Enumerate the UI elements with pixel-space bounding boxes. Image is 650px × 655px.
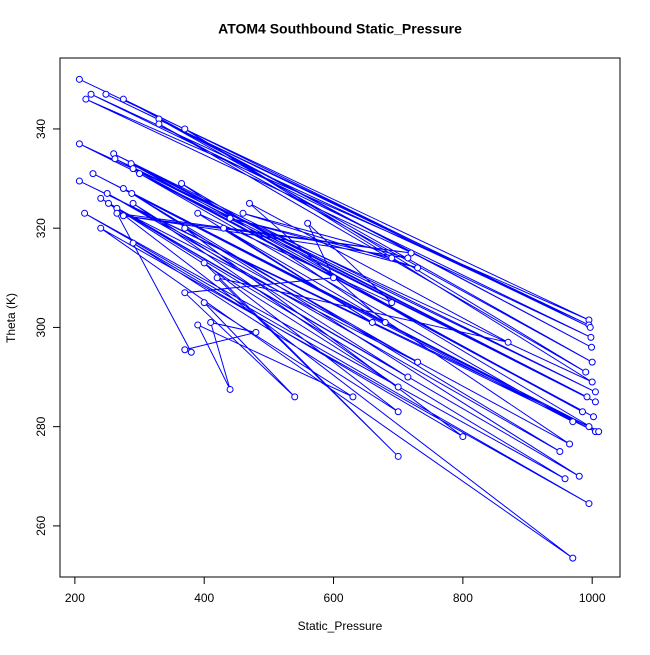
data-point bbox=[178, 180, 186, 188]
data-point bbox=[304, 219, 312, 227]
data-point bbox=[104, 199, 112, 207]
data-point bbox=[569, 418, 577, 426]
data-point bbox=[75, 140, 83, 148]
data-point bbox=[213, 274, 221, 282]
data-point bbox=[291, 393, 299, 401]
plot-frame bbox=[59, 57, 621, 578]
data-point bbox=[226, 385, 234, 393]
data-point bbox=[129, 199, 137, 207]
y-axis-label: Theta (K) bbox=[4, 293, 18, 343]
data-point bbox=[81, 209, 89, 217]
y-tick-label: 320 bbox=[34, 218, 48, 238]
data-point bbox=[587, 333, 595, 341]
data-point bbox=[388, 299, 396, 307]
data-point bbox=[75, 177, 83, 185]
data-point bbox=[111, 155, 119, 163]
data-point bbox=[459, 433, 467, 441]
data-point bbox=[245, 199, 253, 207]
data-point bbox=[113, 209, 121, 217]
data-point bbox=[566, 440, 574, 448]
data-point bbox=[591, 398, 599, 406]
data-point bbox=[381, 318, 389, 326]
data-point bbox=[129, 165, 137, 173]
data-point bbox=[569, 554, 577, 562]
data-point bbox=[200, 299, 208, 307]
data-point bbox=[561, 475, 569, 483]
data-point bbox=[368, 318, 376, 326]
data-point bbox=[583, 393, 591, 401]
data-point bbox=[252, 328, 260, 336]
data-point bbox=[119, 184, 127, 192]
data-point bbox=[394, 452, 402, 460]
data-point bbox=[588, 343, 596, 351]
data-point bbox=[595, 428, 603, 436]
chart-title: ATOM4 Southbound Static_Pressure bbox=[218, 21, 462, 37]
data-point bbox=[407, 249, 415, 257]
data-point bbox=[82, 95, 90, 103]
data-point bbox=[586, 323, 594, 331]
data-point bbox=[394, 383, 402, 391]
data-point bbox=[181, 346, 189, 354]
data-point bbox=[200, 259, 208, 267]
data-point bbox=[87, 90, 95, 98]
data-point bbox=[155, 120, 163, 128]
y-tick-label: 280 bbox=[34, 416, 48, 436]
x-axis-label: Static_Pressure bbox=[298, 619, 383, 633]
data-point bbox=[582, 368, 590, 376]
data-point bbox=[585, 423, 593, 431]
data-point bbox=[556, 447, 564, 455]
x-tick-label: 800 bbox=[453, 591, 473, 605]
data-point bbox=[181, 224, 189, 232]
data-point bbox=[394, 408, 402, 416]
data-point bbox=[181, 125, 189, 133]
data-point bbox=[129, 239, 137, 247]
series-line bbox=[79, 78, 599, 559]
data-point bbox=[220, 224, 228, 232]
data-point bbox=[181, 289, 189, 297]
data-point bbox=[75, 75, 83, 83]
data-point bbox=[388, 254, 396, 262]
data-point bbox=[97, 224, 105, 232]
data-point bbox=[194, 209, 202, 217]
x-tick-label: 600 bbox=[324, 591, 344, 605]
y-tick-label: 260 bbox=[34, 516, 48, 536]
y-tick-label: 340 bbox=[34, 119, 48, 139]
x-tick-label: 1000 bbox=[579, 591, 606, 605]
data-point bbox=[239, 209, 247, 217]
data-point bbox=[102, 90, 110, 98]
data-point bbox=[194, 321, 202, 329]
data-point bbox=[97, 194, 105, 202]
data-point bbox=[349, 393, 357, 401]
data-point bbox=[414, 358, 422, 366]
data-point bbox=[404, 254, 412, 262]
data-point bbox=[588, 378, 596, 386]
data-point bbox=[578, 408, 586, 416]
x-tick-label: 200 bbox=[65, 591, 85, 605]
data-point bbox=[591, 388, 599, 396]
data-point bbox=[588, 358, 596, 366]
y-tick-label: 300 bbox=[34, 317, 48, 337]
data-point bbox=[585, 500, 593, 508]
data-point bbox=[136, 170, 144, 178]
data-point bbox=[575, 472, 583, 480]
data-point bbox=[414, 264, 422, 272]
data-point bbox=[589, 413, 597, 421]
data-point bbox=[119, 212, 127, 220]
data-point bbox=[504, 338, 512, 346]
data-point bbox=[119, 95, 127, 103]
data-point bbox=[89, 170, 97, 178]
data-point bbox=[404, 373, 412, 381]
data-point bbox=[103, 189, 111, 197]
data-point bbox=[330, 274, 338, 282]
data-point bbox=[128, 189, 136, 197]
data-point bbox=[226, 214, 234, 222]
data-point bbox=[187, 348, 195, 356]
data-point bbox=[207, 318, 215, 326]
x-tick-label: 400 bbox=[194, 591, 214, 605]
